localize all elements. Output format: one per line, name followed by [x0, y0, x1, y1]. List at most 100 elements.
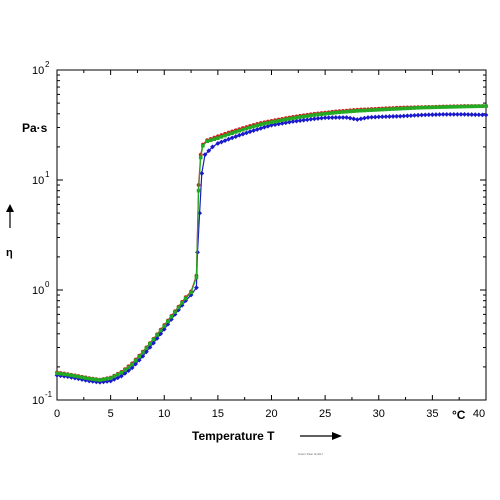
data-point [333, 115, 339, 120]
data-point [126, 368, 131, 373]
data-point [315, 116, 321, 121]
data-point [480, 104, 485, 108]
data-point [469, 104, 474, 109]
data-point [251, 128, 257, 133]
data-point [130, 362, 134, 367]
data-point [379, 114, 385, 120]
data-point [351, 109, 356, 113]
data-point [373, 108, 377, 112]
data-point [269, 120, 274, 125]
data-point [158, 328, 163, 333]
y-tick-label: 100 [32, 280, 50, 297]
data-point [251, 124, 256, 129]
y-tick-exponent: 0 [45, 280, 50, 289]
data-point [223, 133, 227, 138]
x-tick-label: 20 [265, 408, 277, 420]
data-point [222, 138, 228, 143]
data-point [208, 138, 213, 143]
data-point [301, 117, 307, 123]
data-point [322, 115, 328, 121]
data-point [323, 111, 327, 116]
data-point [427, 105, 431, 110]
x-tick-label: 5 [108, 408, 114, 420]
x-tick-label: 15 [212, 408, 224, 420]
data-point [455, 104, 460, 109]
x-tick-label: 0 [54, 408, 60, 420]
data-point [312, 116, 317, 122]
data-point [136, 357, 142, 363]
data-point [387, 114, 392, 119]
x-tick-label: 40 [473, 408, 485, 420]
data-point [452, 105, 456, 109]
data-point [206, 148, 212, 154]
data-point [462, 111, 467, 117]
data-point [466, 104, 470, 109]
series-line [56, 113, 487, 383]
data-point [304, 117, 310, 123]
data-point [316, 112, 320, 117]
data-point [462, 104, 467, 109]
data-point [397, 113, 403, 119]
data-point [272, 122, 278, 127]
credit-text: Anton Paar GmbH [298, 452, 323, 456]
data-point [340, 115, 346, 120]
data-point [455, 111, 460, 117]
data-point [62, 372, 66, 376]
series-2 [55, 104, 488, 382]
data-point [355, 109, 360, 113]
data-point [297, 118, 303, 124]
data-point [94, 377, 99, 382]
data-point [176, 305, 181, 310]
series-3 [55, 104, 488, 382]
data-point [101, 377, 106, 382]
y-tick-label: 102 [32, 60, 50, 77]
data-point [472, 112, 478, 118]
data-point [180, 301, 184, 305]
data-point [362, 115, 367, 121]
data-point [194, 285, 199, 291]
data-point [369, 114, 374, 120]
data-point [173, 310, 177, 314]
data-point [98, 378, 102, 382]
data-point [416, 105, 420, 110]
data-point [247, 129, 253, 135]
y-unit-label: Pa·s [22, 121, 48, 135]
data-point [477, 104, 481, 109]
data-point [226, 136, 231, 142]
data-point [404, 113, 410, 119]
data-point [283, 120, 289, 126]
data-point [458, 111, 464, 117]
data-point [287, 117, 292, 121]
data-point [266, 121, 270, 125]
data-point [326, 115, 332, 121]
data-point [415, 112, 421, 118]
data-point [326, 111, 331, 116]
x-tick-label: 35 [426, 408, 438, 420]
data-point [123, 368, 127, 372]
data-point [112, 374, 116, 379]
data-point [169, 314, 174, 319]
data-point [480, 112, 485, 118]
data-point [291, 116, 295, 120]
data-point [334, 110, 338, 115]
data-point [319, 115, 324, 121]
data-point [148, 342, 152, 346]
data-point [166, 319, 170, 324]
data-point [155, 333, 159, 337]
data-point [183, 298, 189, 304]
data-point [430, 105, 435, 110]
y-tick-base: 10 [32, 65, 44, 77]
data-point [376, 107, 381, 112]
data-point [133, 361, 139, 367]
data-point [115, 375, 121, 381]
data-point [305, 114, 310, 118]
x-axis-title: Temperature T [192, 429, 275, 443]
data-point [141, 350, 145, 355]
data-point [372, 114, 378, 120]
data-point [437, 112, 442, 117]
data-point [294, 115, 299, 120]
data-point [447, 111, 453, 117]
data-point [129, 365, 135, 371]
